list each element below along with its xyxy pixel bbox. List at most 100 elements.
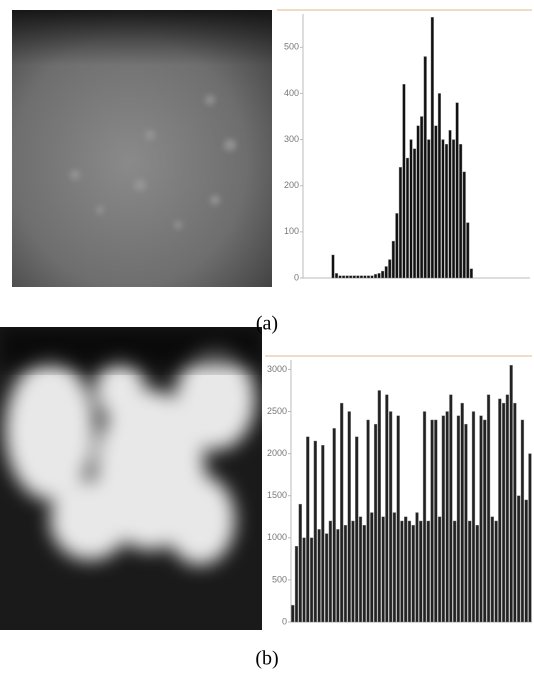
bar <box>524 499 528 623</box>
bar <box>309 537 314 623</box>
y-tick-label: 500 <box>284 42 299 52</box>
bar <box>331 254 335 279</box>
bar <box>381 516 385 623</box>
bar <box>317 529 321 623</box>
bar <box>415 512 419 623</box>
bar <box>455 102 459 279</box>
bar <box>460 402 464 623</box>
bar <box>332 428 336 623</box>
y-tick-label: 100 <box>284 226 299 236</box>
bar <box>377 390 381 623</box>
bar <box>423 56 427 279</box>
bar <box>505 394 510 623</box>
y-tick-label: 1500 <box>267 490 287 500</box>
bar <box>490 516 494 623</box>
bar <box>513 402 517 623</box>
bar <box>400 520 404 623</box>
bar <box>340 402 344 623</box>
bar <box>407 520 412 623</box>
bar <box>494 520 498 623</box>
bar <box>449 394 453 623</box>
bar <box>336 529 340 623</box>
bar <box>370 512 374 623</box>
bar <box>358 516 363 623</box>
bar <box>426 520 430 623</box>
bar <box>381 270 385 279</box>
bar <box>483 419 487 623</box>
bar <box>324 533 329 623</box>
y-tick-label: 400 <box>284 88 299 98</box>
bar <box>448 130 452 279</box>
bar <box>384 266 388 279</box>
bar <box>445 411 449 623</box>
bar <box>342 275 346 279</box>
bar <box>291 604 295 623</box>
bar <box>528 453 532 623</box>
bar <box>298 503 302 623</box>
bar <box>517 495 521 623</box>
y-tick-label: 200 <box>284 180 299 190</box>
bar <box>402 84 406 279</box>
bar <box>345 275 349 279</box>
bar <box>479 415 483 623</box>
bar <box>471 411 476 623</box>
bar <box>356 275 360 279</box>
bar <box>347 411 351 623</box>
bar <box>456 415 461 623</box>
bar <box>437 93 441 279</box>
bar <box>349 275 353 279</box>
bar <box>396 415 400 623</box>
bar <box>391 240 395 279</box>
bar <box>452 139 456 279</box>
bar <box>469 268 473 279</box>
bar <box>313 440 317 623</box>
bar <box>486 394 491 623</box>
bar <box>362 524 366 623</box>
bar <box>437 516 442 623</box>
bar <box>427 139 431 279</box>
bar <box>411 524 415 623</box>
image-b <box>0 327 262 630</box>
bar <box>363 275 367 279</box>
bar <box>352 275 356 279</box>
bar <box>343 524 348 623</box>
bar <box>430 419 434 623</box>
bar <box>462 171 466 279</box>
bar <box>388 259 392 279</box>
bar <box>404 516 408 623</box>
bar <box>409 139 413 279</box>
bar <box>374 274 378 279</box>
bar <box>405 157 410 279</box>
bar <box>413 148 417 279</box>
bar <box>466 222 470 279</box>
bar <box>501 402 506 623</box>
image-a <box>12 10 272 287</box>
bar <box>392 512 397 623</box>
bar <box>434 419 438 623</box>
bar <box>468 520 472 623</box>
bar <box>328 520 333 623</box>
bar <box>321 444 325 623</box>
y-tick-label: 2000 <box>267 448 287 458</box>
bar <box>444 143 449 279</box>
bar <box>366 419 370 623</box>
bar <box>306 436 310 623</box>
y-tick-label: 1000 <box>267 532 287 542</box>
bar <box>434 125 438 279</box>
bar <box>359 275 363 279</box>
bar <box>509 365 513 623</box>
bar <box>430 17 434 279</box>
bar <box>335 273 339 279</box>
bar <box>416 125 420 279</box>
bar <box>351 520 355 623</box>
bar <box>389 411 393 623</box>
y-tick-label: 0 <box>294 272 299 282</box>
bar <box>520 419 525 623</box>
bar <box>377 273 381 279</box>
bar <box>464 423 468 623</box>
bar <box>338 275 342 279</box>
bar <box>475 524 479 623</box>
caption: (b) <box>255 648 278 670</box>
bar <box>420 116 424 279</box>
